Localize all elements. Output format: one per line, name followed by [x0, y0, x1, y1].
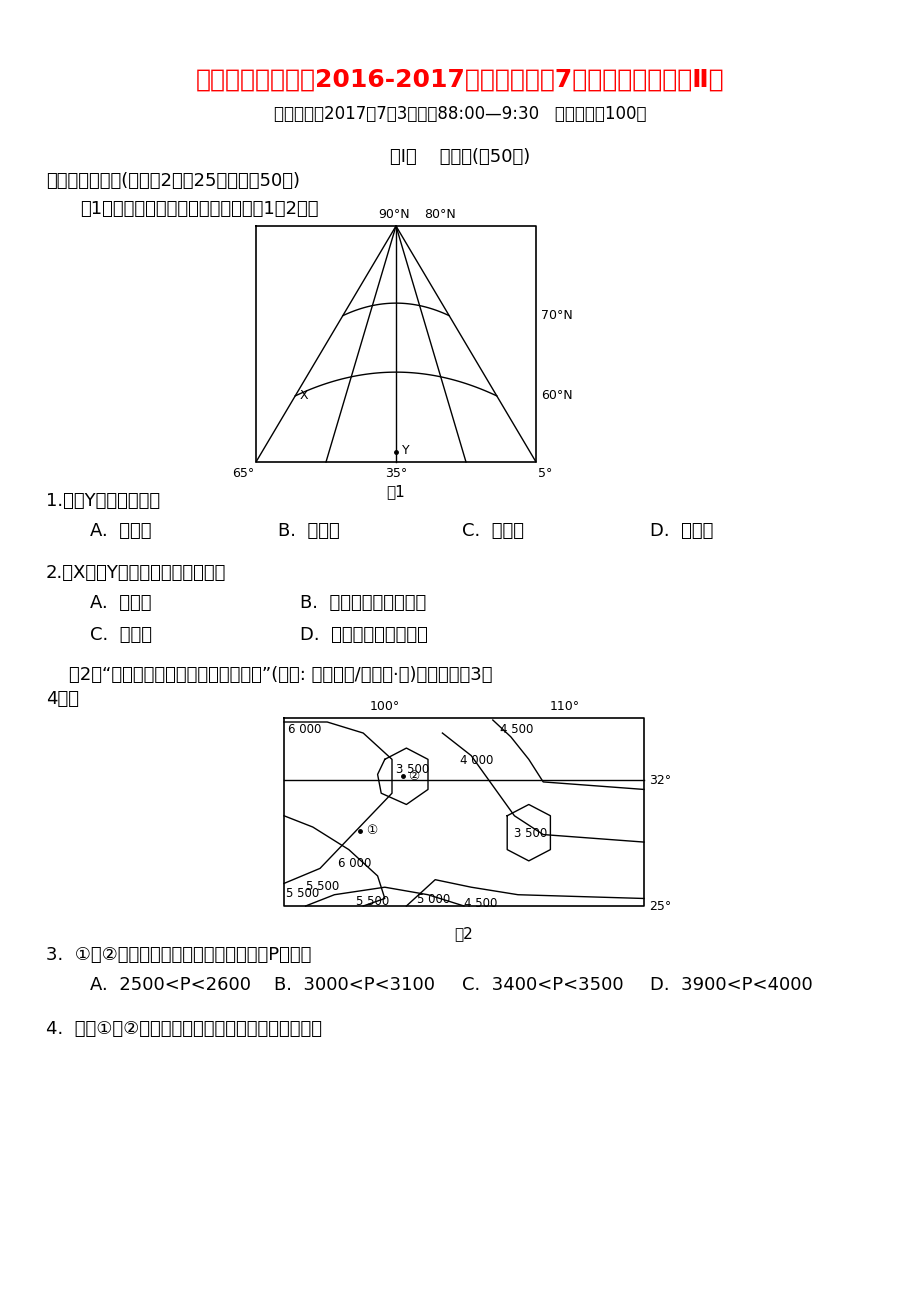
- Text: 5 500: 5 500: [286, 887, 319, 900]
- Text: X: X: [299, 389, 308, 402]
- Text: A.  2500<P<2600: A. 2500<P<2600: [90, 976, 251, 993]
- Text: B.  东北方: B. 东北方: [278, 522, 339, 540]
- Text: 35°: 35°: [384, 467, 407, 480]
- Text: 第Ⅰ卷    选择题(全50分): 第Ⅰ卷 选择题(全50分): [390, 148, 529, 165]
- Text: B.  3000<P<3100: B. 3000<P<3100: [274, 976, 435, 993]
- Text: 5°: 5°: [538, 467, 551, 480]
- Text: 60°N: 60°N: [540, 389, 572, 402]
- Text: 5 000: 5 000: [416, 893, 450, 906]
- Text: 90°N: 90°N: [378, 208, 409, 221]
- Text: 图1: 图1: [386, 484, 405, 499]
- Text: 4 500: 4 500: [463, 897, 497, 910]
- Text: 2.从X地到Y地沿最短路径的方向是: 2.从X地到Y地沿最短路径的方向是: [46, 564, 226, 582]
- Text: C.  向正西: C. 向正西: [90, 626, 152, 644]
- Text: D.  先向东北，再向东南: D. 先向东北，再向东南: [300, 626, 427, 644]
- Text: 25°: 25°: [648, 900, 671, 913]
- Text: 100°: 100°: [369, 700, 400, 713]
- Text: 32°: 32°: [648, 773, 670, 786]
- Text: 图1为地球局部经纬网图。读图，回呗1～2题。: 图1为地球局部经纬网图。读图，回呗1～2题。: [80, 201, 318, 217]
- Text: Y: Y: [402, 444, 409, 457]
- Text: 4 000: 4 000: [460, 754, 494, 767]
- Text: D.  3900<P<4000: D. 3900<P<4000: [650, 976, 811, 993]
- Text: 6 000: 6 000: [337, 857, 371, 870]
- Text: 110°: 110°: [550, 700, 579, 713]
- Text: 湖北省孝感市八切2016-2017学年高一地理7月联合考试试题（Ⅱ）: 湖北省孝感市八切2016-2017学年高一地理7月联合考试试题（Ⅱ）: [196, 68, 723, 92]
- Text: 5 500: 5 500: [305, 880, 338, 893]
- Text: 图2: 图2: [454, 926, 473, 941]
- Text: A.  东南方: A. 东南方: [90, 522, 152, 540]
- Text: ②: ②: [407, 769, 418, 783]
- Text: 一、单项选择题(每小题2分，25小题，全50分): 一、单项选择题(每小题2分，25小题，全50分): [46, 172, 300, 190]
- Text: 考试时间：2017年7月3日上协88:00—9:30   试卷满分：100分: 考试时间：2017年7月3日上协88:00—9:30 试卷满分：100分: [274, 105, 645, 122]
- Text: B.  先向西北，再向西南: B. 先向西北，再向西南: [300, 594, 425, 612]
- Text: 80°N: 80°N: [424, 208, 456, 221]
- Text: 70°N: 70°N: [540, 309, 573, 322]
- Text: 5 500: 5 500: [356, 894, 389, 907]
- Text: C.  3400<P<3500: C. 3400<P<3500: [461, 976, 623, 993]
- Text: 4.  导致①、②两地太阳年辐射总量差异的主要因素是: 4. 导致①、②两地太阳年辐射总量差异的主要因素是: [46, 1019, 322, 1038]
- Text: 图2是“某区域太阳年辐射总量等值线图”(单位: 百万焦耳/平方米·年)。据此回呗3～: 图2是“某区域太阳年辐射总量等值线图”(单位: 百万焦耳/平方米·年)。据此回呗…: [46, 667, 492, 684]
- Text: 1.图中Y地位于北京的: 1.图中Y地位于北京的: [46, 492, 160, 510]
- Text: C.  西南方: C. 西南方: [461, 522, 524, 540]
- Text: 4题。: 4题。: [46, 690, 79, 708]
- Text: 6 000: 6 000: [288, 723, 321, 736]
- Text: 4 500: 4 500: [499, 723, 533, 736]
- Text: A.  向正东: A. 向正东: [90, 594, 152, 612]
- Text: 65°: 65°: [232, 467, 254, 480]
- Text: 3.  ①、②两地太阳年辐射总量的最小差值P可能是: 3. ①、②两地太阳年辐射总量的最小差值P可能是: [46, 947, 311, 963]
- Text: ①: ①: [366, 824, 378, 837]
- Text: 3 500: 3 500: [514, 827, 547, 840]
- Text: D.  西北方: D. 西北方: [650, 522, 712, 540]
- Text: 3 500: 3 500: [395, 763, 428, 776]
